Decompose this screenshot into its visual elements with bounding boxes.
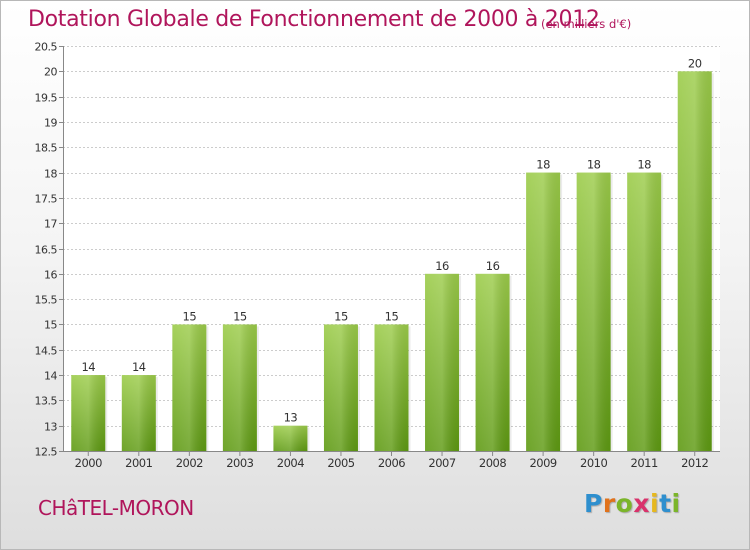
bar-value-label: 15 [385,309,399,323]
bar-highlight [627,172,662,451]
chart-title: Dotation Globale de Fonctionnement de 20… [28,7,600,32]
y-tick-label: 19 [44,117,57,130]
x-tick-label: 2009 [529,456,556,470]
logo-letter: t [659,489,672,518]
x-tick-label: 2003 [226,456,253,470]
y-tick-label: 14 [44,370,57,383]
bar-highlight [677,71,712,451]
y-tick-label: 15 [44,319,57,332]
x-tick-label: 2011 [631,456,658,470]
bar-highlight [273,425,308,451]
logo-letter: o [615,489,634,518]
bar-value-label: 20 [688,56,702,70]
y-tick-label: 14.5 [35,345,58,358]
bar-highlight [172,324,207,451]
y-tick-label: 15.5 [35,294,58,307]
logo-letter: i [650,489,660,518]
bar-value-label: 14 [81,360,95,374]
bar-value-label: 15 [233,309,247,323]
logo-letter: i [671,489,681,518]
y-tick-label: 12.5 [35,446,58,459]
bar-value-label: 13 [284,411,298,425]
bar-highlight [71,375,106,451]
chart-unit-note: (en milliers d'€) [541,17,632,31]
bar-value-label: 18 [637,158,651,172]
y-tick-label: 18.5 [35,142,58,155]
bar-value-label: 18 [536,158,550,172]
x-tick-label: 2007 [428,456,455,470]
bar-highlight [121,375,156,451]
bar-value-label: 15 [334,309,348,323]
y-tick-label: 13.5 [35,395,58,408]
x-tick-label: 2008 [479,456,506,470]
y-tick-label: 20.5 [35,41,58,54]
x-tick-label: 2004 [277,456,304,470]
x-tick-label: 2012 [681,456,708,470]
bar-value-label: 18 [587,158,601,172]
x-tick-label: 2005 [327,456,354,470]
y-tick-label: 13 [44,421,57,434]
y-tick-label: 17.5 [35,193,58,206]
logo-letter: x [633,489,650,518]
bar-value-label: 16 [486,259,500,273]
proxiti-logo: Proxiti [584,489,681,518]
logo-letter: r [602,489,616,518]
y-tick-label: 16 [44,269,57,282]
bar-highlight [222,324,257,451]
bar-highlight [323,324,358,451]
bar-highlight [475,273,510,451]
y-tick-label: 19.5 [35,92,58,105]
bar-highlight [425,273,460,451]
bar-highlight [374,324,409,451]
y-tick-label: 17 [44,218,57,231]
y-tick-label: 18 [44,168,57,181]
x-tick-label: 2006 [378,456,405,470]
x-tick-label: 2001 [125,456,152,470]
x-tick-label: 2010 [580,456,607,470]
y-tick-label: 16.5 [35,244,58,257]
town-name: CHâTEL-MORON [38,496,194,520]
bar-highlight [526,172,561,451]
logo-letter: P [584,489,603,518]
bar-value-label: 16 [435,259,449,273]
y-tick-label: 20 [44,66,57,79]
bar-highlight [576,172,611,451]
x-tick-label: 2000 [75,456,102,470]
x-tick-label: 2002 [176,456,203,470]
bar-value-label: 14 [132,360,146,374]
bar-value-label: 15 [183,309,197,323]
